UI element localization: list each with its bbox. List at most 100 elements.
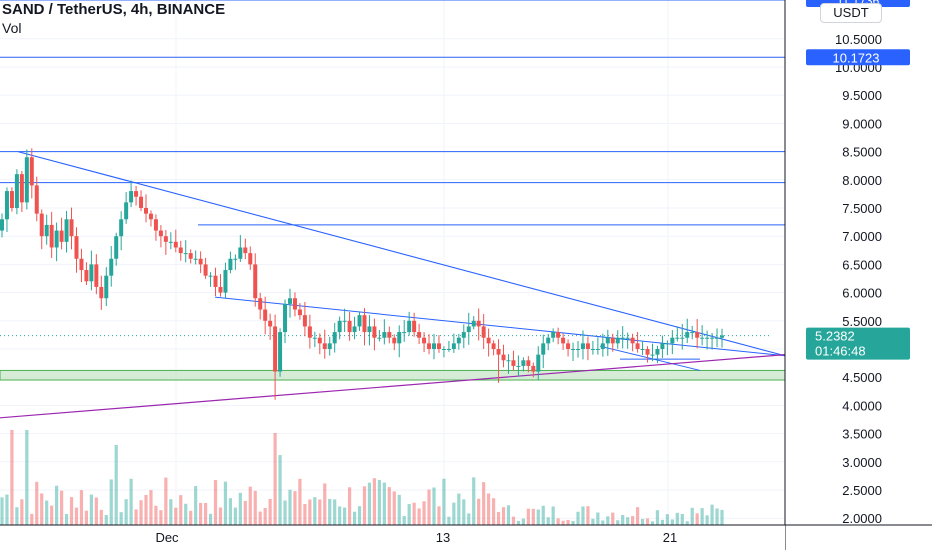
candle-body	[372, 326, 377, 338]
volume-bar	[700, 508, 704, 525]
volume-bar	[382, 482, 386, 525]
volume-bar	[89, 494, 93, 525]
volume-bar	[99, 509, 103, 525]
volume-bar	[179, 495, 183, 525]
candle-body	[585, 343, 590, 349]
volume-bar	[521, 518, 525, 525]
volume-bar	[640, 518, 645, 525]
candle-body	[441, 349, 446, 350]
currency-button[interactable]: USDT	[820, 3, 882, 23]
volume-bar	[352, 511, 357, 525]
candle-body	[590, 349, 595, 350]
candle-body	[14, 174, 19, 208]
candle-body	[516, 365, 521, 367]
candle-body	[74, 236, 79, 259]
candle-body	[0, 219, 4, 231]
volume-bar	[705, 515, 709, 525]
volume-bar	[104, 514, 108, 525]
volume-bar	[308, 499, 312, 525]
volume-bar	[616, 520, 620, 525]
volume-bar	[621, 514, 625, 525]
chart-header: SAND / TetherUS, 4h, BINANCE Vol	[2, 1, 226, 37]
time-tick-label: 13	[436, 530, 450, 545]
candle-body	[292, 298, 297, 310]
lower-trendline	[214, 296, 786, 357]
candle-body	[69, 219, 74, 237]
candle-body	[481, 326, 486, 338]
candle-body	[153, 219, 158, 231]
volume-bar	[655, 510, 660, 525]
price-tick-label: 8.5000	[842, 145, 882, 160]
volume-bar	[20, 499, 24, 525]
candle-body	[89, 264, 94, 282]
volume-bar	[452, 502, 456, 525]
volume-bar	[407, 504, 411, 525]
candle-body	[139, 196, 144, 208]
volume-bar	[447, 516, 451, 525]
candle-body	[496, 349, 501, 355]
volume-bar	[253, 490, 257, 525]
volume-bar	[417, 508, 421, 525]
candle-body	[253, 264, 258, 299]
candle-body	[19, 174, 24, 203]
candle-body	[690, 332, 695, 334]
volume-bar	[422, 501, 426, 525]
price-tick-label: 9.5000	[842, 88, 882, 103]
countdown-text: 01:46:48	[815, 344, 866, 359]
volume-bar	[124, 499, 128, 525]
candle-body	[541, 343, 546, 355]
price-tick-label: 4.5000	[842, 370, 882, 385]
volume-bar	[164, 477, 168, 525]
candle-body	[79, 258, 84, 271]
candle-body	[119, 219, 124, 237]
volume-bar	[313, 497, 317, 525]
candle-body	[422, 337, 427, 344]
candle-body	[640, 349, 645, 350]
volume-bar	[208, 513, 213, 525]
candle-body	[268, 320, 273, 327]
time-axis-background	[0, 525, 785, 550]
volume-bar	[442, 478, 446, 525]
volume-bar	[243, 500, 247, 525]
price-tick-label: 9.0000	[842, 116, 882, 131]
candle-body	[327, 343, 332, 349]
volume-bar	[114, 445, 118, 525]
volume-bar	[228, 498, 233, 525]
candle-body	[273, 326, 278, 372]
candle-body	[427, 343, 432, 349]
volume-bar	[139, 500, 143, 525]
volume-bar	[491, 498, 496, 525]
candle-body	[561, 337, 566, 344]
candle-body	[34, 185, 39, 214]
candle-body	[347, 320, 352, 333]
price-tick-label: 10.5000	[835, 32, 882, 47]
volume-bar	[169, 499, 173, 525]
candle-body	[218, 286, 223, 293]
volume-bar	[303, 504, 307, 525]
volume-bar	[675, 512, 679, 525]
candle-body	[263, 309, 268, 321]
candle-body	[248, 253, 253, 265]
volume-bar	[149, 490, 153, 525]
candle-body	[531, 365, 536, 372]
volume-bar	[680, 513, 684, 525]
candle-body	[44, 224, 49, 237]
volume-bar	[715, 508, 719, 525]
volume-bar	[611, 512, 615, 525]
volume-bar	[119, 512, 123, 525]
candle-body	[620, 337, 625, 339]
price-tick-label: 7.5000	[842, 201, 882, 216]
symbol-title: SAND / TetherUS, 4h, BINANCE	[2, 1, 226, 18]
volume-bar	[79, 490, 84, 525]
price-tick-label: 6.0000	[842, 286, 882, 301]
candle-body	[665, 343, 670, 345]
price-tick-label: 8.0000	[842, 173, 882, 188]
candle-body	[566, 343, 571, 349]
volume-bar	[546, 517, 550, 525]
candle-body	[521, 360, 526, 366]
volume-bar	[323, 483, 327, 525]
volume-bar	[506, 505, 511, 525]
candle-body	[258, 298, 263, 310]
